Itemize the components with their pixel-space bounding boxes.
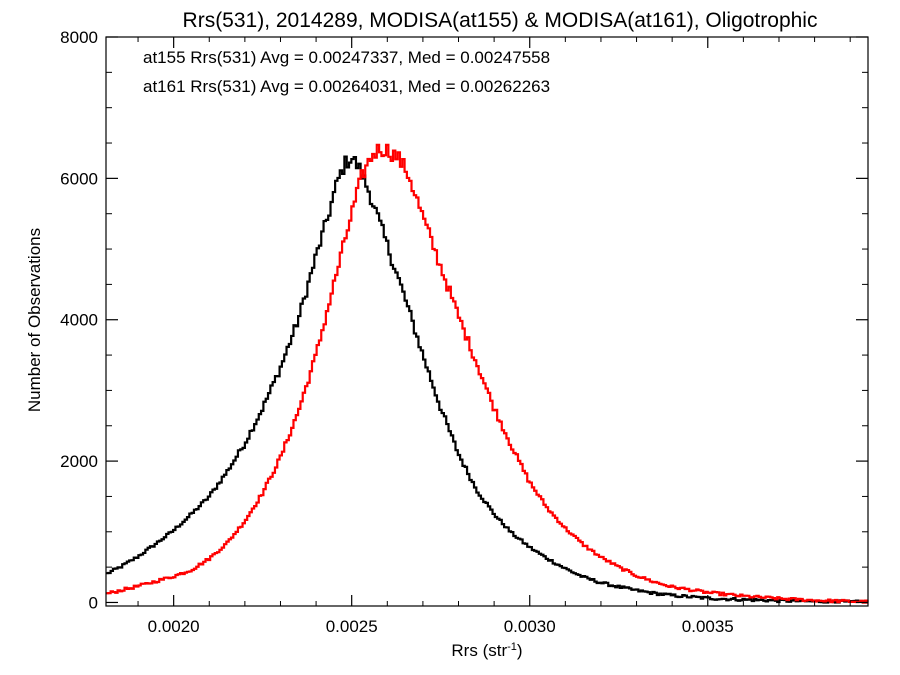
x-tick-label-0: 0.0020: [148, 617, 200, 636]
series-line-1: [106, 143, 869, 604]
x-tick-label-1: 0.0025: [326, 617, 378, 636]
plot-frame: [105, 36, 869, 607]
y-tick-label-2: 4000: [60, 311, 98, 330]
series-line-0: [106, 155, 869, 604]
annotation-at155: at155 Rrs(531) Avg = 0.00247337, Med = 0…: [143, 48, 550, 67]
y-axis: 0 2000 4000 6000 8000: [60, 28, 868, 612]
x-axis: 0.0020 0.0025 0.0030 0.0035: [137, 37, 851, 636]
annotation-at161: at161 Rrs(531) Avg = 0.00264031, Med = 0…: [143, 77, 550, 96]
y-tick-label-3: 6000: [60, 169, 98, 188]
y-axis-label: Number of Observations: [25, 228, 44, 412]
plot-area: [106, 143, 869, 604]
x-tick-label-2: 0.0030: [504, 617, 556, 636]
y-tick-label-4: 8000: [60, 28, 98, 47]
x-axis-label: Rrs (str-1): [451, 641, 522, 660]
x-axis-label-main: Rrs (str: [451, 641, 507, 660]
x-tick-label-3: 0.0035: [682, 617, 734, 636]
y-tick-label-0: 0: [89, 593, 98, 612]
x-axis-label-end: ): [517, 641, 523, 660]
x-axis-label-superscript: -1: [507, 641, 517, 653]
y-tick-label-1: 2000: [60, 452, 98, 471]
chart-title: Rrs(531), 2014289, MODISA(at155) & MODIS…: [183, 9, 818, 32]
